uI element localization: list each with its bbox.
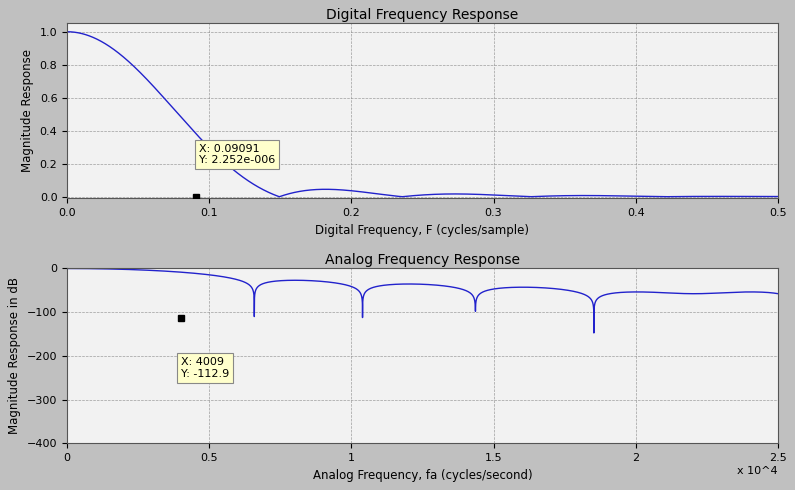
Y-axis label: Magnitude Response: Magnitude Response [21,49,34,172]
Title: Digital Frequency Response: Digital Frequency Response [326,8,518,23]
Text: X: 0.09091
Y: 2.252e-006: X: 0.09091 Y: 2.252e-006 [199,144,275,166]
Text: X: 4009
Y: -112.9: X: 4009 Y: -112.9 [180,357,229,379]
Title: Analog Frequency Response: Analog Frequency Response [325,253,520,268]
X-axis label: Digital Frequency, F (cycles/sample): Digital Frequency, F (cycles/sample) [316,223,529,237]
Text: x 10^4: x 10^4 [737,466,778,476]
Y-axis label: Magnitude Response in dB: Magnitude Response in dB [8,277,21,435]
X-axis label: Analog Frequency, fa (cycles/second): Analog Frequency, fa (cycles/second) [312,468,533,482]
